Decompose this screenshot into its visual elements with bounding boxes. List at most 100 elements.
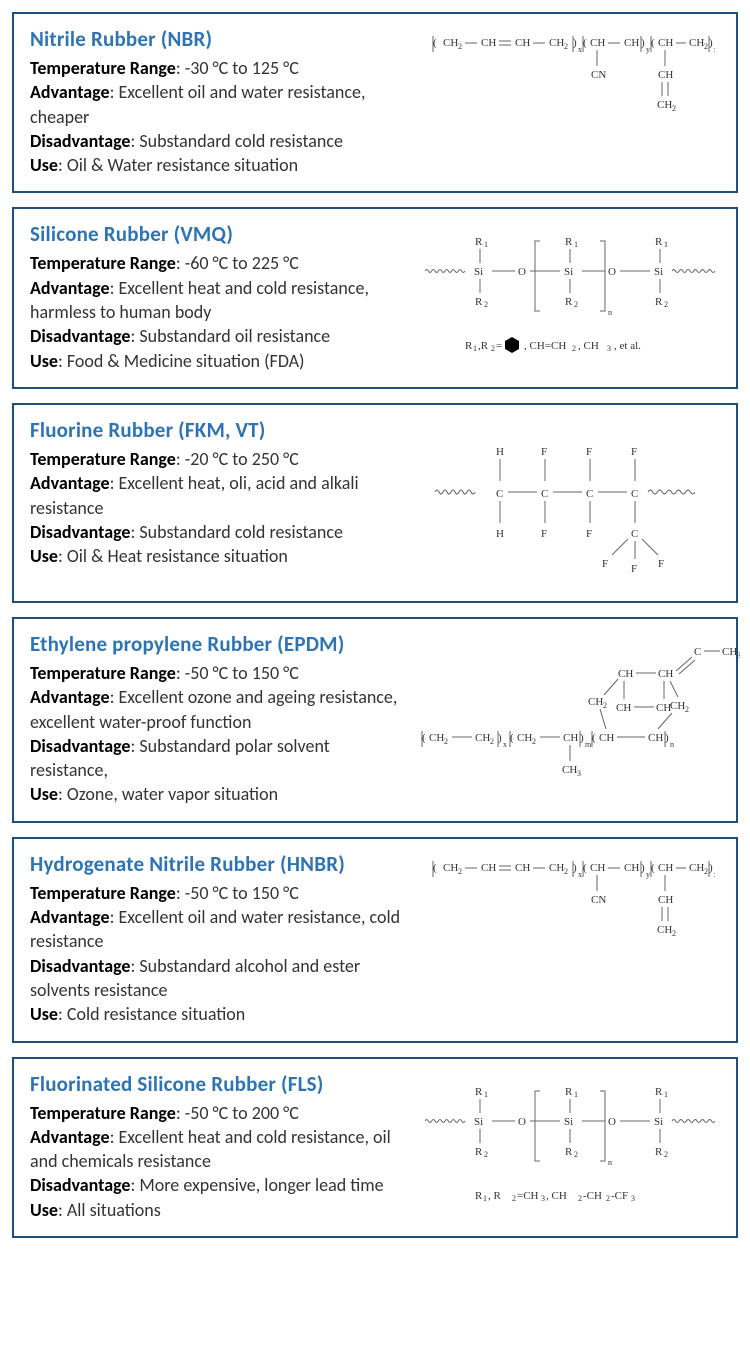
card-use-value: : Oil & Heat resistance situation xyxy=(58,545,288,567)
svg-text:CH: CH xyxy=(624,37,639,49)
svg-text:y: y xyxy=(646,45,650,54)
card-adv-line: Advantage: Excellent heat and cold resis… xyxy=(30,276,410,325)
card-adv-label: Advantage xyxy=(30,277,110,299)
svg-text:1: 1 xyxy=(473,344,477,353)
svg-text:2: 2 xyxy=(572,344,576,353)
svg-text:O: O xyxy=(608,1116,616,1128)
svg-text:(: ( xyxy=(651,862,655,874)
svg-text:F: F xyxy=(658,558,664,570)
rubber-card: Silicone Rubber (VMQ)Temperature Range: … xyxy=(12,207,738,388)
svg-text:=: = xyxy=(496,340,502,352)
svg-text:R: R xyxy=(565,236,573,248)
card-title: Silicone Rubber (VMQ) xyxy=(30,221,410,247)
svg-text:R: R xyxy=(475,296,483,308)
svg-text:2: 2 xyxy=(574,1150,578,1159)
card-dis-line: Disadvantage: Substandard alcohol and es… xyxy=(30,954,410,1003)
svg-text:CH: CH xyxy=(443,37,458,49)
card-temp-label: Temperature Range xyxy=(30,1102,176,1124)
svg-text:2: 2 xyxy=(458,867,462,876)
structure-diagram: ( CH2 CH CH CH2 )x ( CH CH )y ( CH CH2 )… xyxy=(420,26,721,146)
svg-text:Si: Si xyxy=(564,1116,573,1128)
svg-text:F: F xyxy=(541,446,547,458)
svg-text:): ) xyxy=(641,862,645,874)
card-use-value: : All situations xyxy=(58,1199,161,1221)
svg-text:CH: CH xyxy=(658,894,673,906)
svg-text:CH: CH xyxy=(658,37,673,49)
svg-text:3: 3 xyxy=(607,344,611,353)
svg-text:y: y xyxy=(646,870,650,879)
svg-text:CH: CH xyxy=(590,862,605,874)
svg-text:x: x xyxy=(578,45,582,54)
svg-text:2: 2 xyxy=(574,300,578,309)
card-adv-label: Advantage xyxy=(30,686,110,708)
card-title: Nitrile Rubber (NBR) xyxy=(30,26,410,52)
svg-text:z: z xyxy=(714,870,715,879)
svg-text:CH: CH xyxy=(689,862,704,874)
card-text-column: Hydrogenate Nitrile Rubber (HNBR)Tempera… xyxy=(30,851,410,1027)
svg-text:2: 2 xyxy=(578,1194,582,1203)
svg-text:C: C xyxy=(631,528,638,540)
svg-text:CH: CH xyxy=(648,732,663,744)
svg-text:F: F xyxy=(541,528,547,540)
svg-text:CH: CH xyxy=(656,702,671,714)
svg-text:2: 2 xyxy=(603,701,607,710)
svg-text:C: C xyxy=(631,488,638,500)
card-title: Fluorine Rubber (FKM, VT) xyxy=(30,417,410,443)
svg-text:R: R xyxy=(475,1086,483,1098)
svg-text:2: 2 xyxy=(458,42,462,51)
svg-text:H: H xyxy=(496,528,504,540)
svg-text:CH: CH xyxy=(590,37,605,49)
svg-text:R: R xyxy=(565,1086,573,1098)
svg-text:): ) xyxy=(665,732,669,744)
card-adv-label: Advantage xyxy=(30,472,110,494)
svg-text:CH: CH xyxy=(658,69,673,81)
svg-text:=CH: =CH xyxy=(517,1190,539,1202)
card-temp-value: : -50 °C to 200 °C xyxy=(176,1102,299,1124)
svg-text:R: R xyxy=(565,1146,573,1158)
card-dis-label: Disadvantage xyxy=(30,735,130,757)
svg-text:, CH: , CH xyxy=(578,340,599,352)
rubber-card: Hydrogenate Nitrile Rubber (HNBR)Tempera… xyxy=(12,837,738,1043)
card-use-line: Use: All situations xyxy=(30,1198,410,1222)
svg-text:1: 1 xyxy=(484,240,488,249)
structure-diagram: Si R1 R2 Si R1 R2 Si R1 R2 xyxy=(420,221,721,371)
svg-text:F: F xyxy=(586,446,592,458)
svg-text:2: 2 xyxy=(606,1194,610,1203)
svg-text:(: ( xyxy=(651,37,655,49)
structure-diagram: C H HC F FC F FC xyxy=(420,417,721,587)
svg-text:R: R xyxy=(465,340,473,352)
svg-text:,R: ,R xyxy=(478,340,489,352)
svg-text:C: C xyxy=(496,488,503,500)
svg-text:C: C xyxy=(694,646,701,658)
svg-text:O: O xyxy=(518,1116,526,1128)
svg-text:CH: CH xyxy=(618,668,633,680)
svg-text:1: 1 xyxy=(664,240,668,249)
svg-text:F: F xyxy=(631,446,637,458)
svg-text:): ) xyxy=(709,862,713,874)
card-title: Ethylene propylene Rubber (EPDM) xyxy=(30,631,410,657)
svg-text:R: R xyxy=(475,236,483,248)
svg-text:(: ( xyxy=(510,732,514,744)
svg-text:CH: CH xyxy=(657,99,672,111)
card-use-label: Use xyxy=(30,1199,58,1221)
card-temp-value: : -30 °C to 125 °C xyxy=(176,57,299,79)
svg-text:2: 2 xyxy=(704,42,708,51)
card-dis-value: : Substandard cold resistance xyxy=(130,521,342,543)
svg-text:2: 2 xyxy=(685,705,689,714)
card-dis-label: Disadvantage xyxy=(30,521,130,543)
card-temp-line: Temperature Range: -50 °C to 200 °C xyxy=(30,1101,410,1125)
svg-text:2: 2 xyxy=(672,929,676,938)
svg-text:CH: CH xyxy=(588,696,603,708)
svg-text:CH: CH xyxy=(475,732,490,744)
svg-text:CH: CH xyxy=(563,732,578,744)
card-temp-label: Temperature Range xyxy=(30,882,176,904)
rubber-card: Fluorinated Silicone Rubber (FLS)Tempera… xyxy=(12,1057,738,1238)
card-temp-label: Temperature Range xyxy=(30,57,176,79)
svg-text:CH: CH xyxy=(481,37,496,49)
card-temp-value: : -60 °C to 225 °C xyxy=(176,252,299,274)
svg-text:3: 3 xyxy=(631,1194,635,1203)
svg-text:, et al.: , et al. xyxy=(614,340,641,352)
card-text-column: Silicone Rubber (VMQ)Temperature Range: … xyxy=(30,221,410,372)
card-use-line: Use: Ozone, water vapor situation xyxy=(30,782,410,806)
svg-text:, CH=CH: , CH=CH xyxy=(524,340,566,352)
